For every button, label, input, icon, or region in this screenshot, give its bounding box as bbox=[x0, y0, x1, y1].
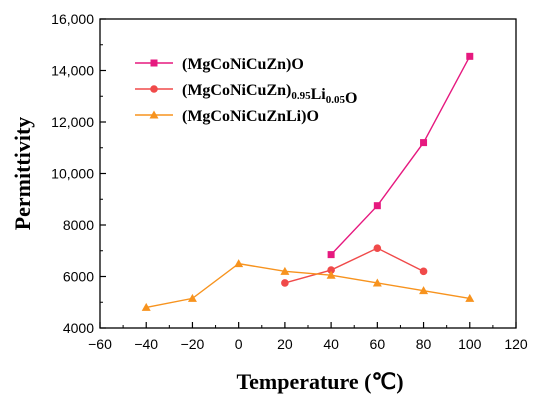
x-tick-label: 100 bbox=[458, 336, 482, 352]
x-tick-label: −20 bbox=[181, 336, 205, 352]
y-tick-label: 6000 bbox=[63, 269, 94, 285]
legend-label: (MgCoNiCuZn)O bbox=[182, 56, 304, 73]
series-line bbox=[284, 247, 424, 284]
data-point bbox=[465, 293, 475, 302]
data-point bbox=[327, 251, 335, 259]
x-tick-label: 80 bbox=[416, 336, 432, 352]
plot-border bbox=[99, 18, 517, 329]
series-line bbox=[146, 262, 470, 309]
data-point bbox=[420, 139, 428, 147]
x-tick-label: 120 bbox=[504, 336, 528, 352]
legend-entry: (MgCoNiCuZnLi)O bbox=[135, 108, 319, 125]
y-tick-label: 12,000 bbox=[51, 114, 94, 130]
x-axis-ticks: −60 −40 −20 0 20 40 60 80 100 120 bbox=[88, 322, 528, 352]
legend-entry: (MgCoNiCuZn)O bbox=[135, 56, 304, 73]
series-layer bbox=[141, 52, 475, 311]
legend: (MgCoNiCuZn)O (MgCoNiCuZn)0.95Li0.05O(MgC… bbox=[135, 56, 357, 125]
x-tick-label: −60 bbox=[88, 336, 112, 352]
series-3 bbox=[141, 259, 475, 311]
x-tick-label: 20 bbox=[277, 336, 293, 352]
data-point bbox=[373, 244, 382, 252]
data-point bbox=[419, 286, 429, 295]
x-axis-title: Temperature (℃) bbox=[236, 369, 403, 394]
legend-entry: (MgCoNiCuZn)0.95Li0.05O bbox=[135, 82, 357, 107]
y-tick-label: 4000 bbox=[63, 320, 94, 336]
y-axis-title: Permittivity bbox=[10, 117, 35, 231]
data-point bbox=[141, 302, 151, 311]
x-tick-label: 0 bbox=[235, 336, 243, 352]
x-tick-label: 40 bbox=[323, 336, 339, 352]
y-tick-label: 10,000 bbox=[51, 166, 94, 182]
data-point bbox=[281, 279, 289, 287]
data-point bbox=[327, 266, 335, 274]
data-point bbox=[466, 52, 474, 60]
legend-swatch-marker bbox=[150, 59, 158, 67]
legend-label: (MgCoNiCuZnLi)O bbox=[182, 108, 319, 125]
y-tick-label: 8000 bbox=[63, 217, 94, 233]
data-point bbox=[372, 278, 382, 287]
data-point bbox=[234, 259, 244, 268]
x-tick-label: 60 bbox=[370, 336, 386, 352]
plot-frame bbox=[99, 18, 517, 329]
y-axis-ticks: 4000 6000 8000 10,000 12,000 14,000 16,000 bbox=[51, 11, 106, 336]
data-point bbox=[419, 267, 428, 276]
data-point bbox=[280, 266, 290, 275]
series-1 bbox=[327, 52, 474, 259]
data-point bbox=[326, 270, 336, 279]
legend-label: (MgCoNiCuZn)0.95Li0.05O bbox=[182, 82, 357, 107]
y-tick-label: 14,000 bbox=[51, 63, 94, 79]
data-point bbox=[187, 293, 197, 302]
series-2 bbox=[281, 244, 428, 287]
series-line bbox=[330, 56, 471, 256]
legend-swatch-marker bbox=[149, 110, 159, 119]
legend-swatch-marker bbox=[150, 85, 158, 93]
data-point bbox=[373, 202, 381, 210]
x-tick-label: −40 bbox=[134, 336, 158, 352]
y-tick-label: 16,000 bbox=[51, 11, 94, 27]
